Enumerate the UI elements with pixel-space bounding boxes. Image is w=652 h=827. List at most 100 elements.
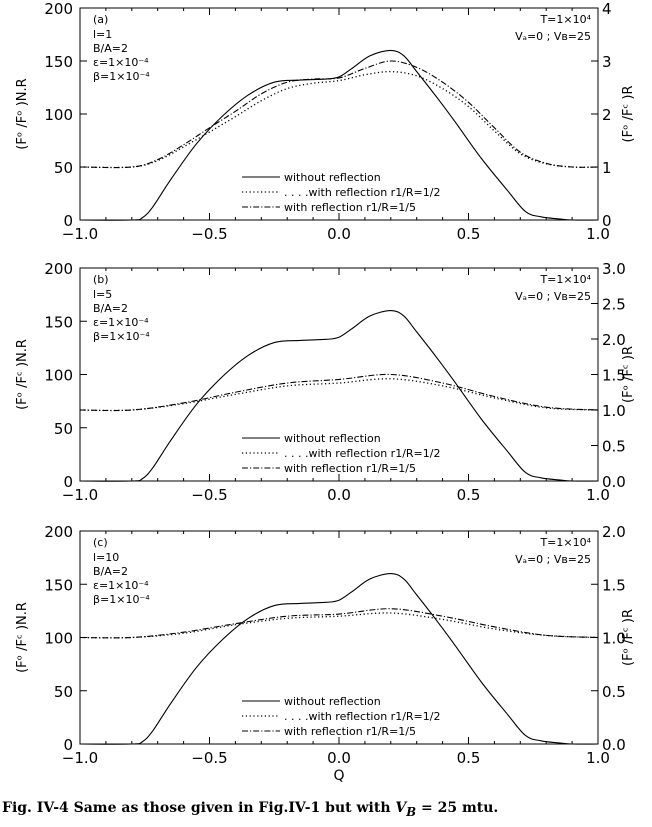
panel-label: (c) (93, 536, 108, 549)
y-left-tick-label: 100 (44, 367, 73, 385)
y-right-tick-label: 0.5 (602, 438, 626, 456)
y-left-tick-label: 200 (44, 0, 73, 18)
panel-param: l=5 (93, 288, 112, 301)
y-left-tick-label: 50 (54, 420, 73, 438)
y-right-tick-label: 1.0 (602, 402, 626, 420)
panel-param: B/A=2 (93, 565, 128, 578)
y-left-tick-label: 200 (44, 523, 73, 541)
caption-prefix: Fig. IV-4 Same as those given in Fig.IV-… (2, 800, 396, 816)
caption-suffix: = 25 mtu. (416, 800, 499, 816)
y-right-tick-label: 0.0 (602, 736, 626, 754)
y-right-tick-label: 4 (602, 0, 612, 18)
legend-label: without reflection (284, 695, 381, 708)
y-right-tick-label: 2 (602, 106, 612, 124)
legend-label: without reflection (284, 171, 381, 184)
y-left-tick-label: 150 (44, 53, 73, 71)
legend-label: . . . .with reflection r1/R=1/2 (284, 186, 440, 199)
x-tick-label: −1.0 (62, 749, 98, 767)
y-right-axis-label: (Fᵒ /Fᶜ )R (621, 346, 636, 403)
y-right-tick-label: 1.0 (602, 630, 626, 648)
x-tick-label: −1.0 (62, 225, 98, 243)
y-left-tick-label: 100 (44, 106, 73, 124)
panel-param: ε=1×10⁻⁴ (93, 316, 149, 329)
y-left-tick-label: 50 (54, 159, 73, 177)
panel-param-right: T=1×10⁴ (539, 536, 591, 549)
y-right-tick-label: 0 (602, 212, 612, 230)
panel-param-right: Vₐ=0 ; Vʙ=25 (515, 553, 591, 566)
series-line (79, 70, 599, 169)
caption-math-sub: B (406, 804, 417, 819)
series-line (79, 60, 599, 169)
x-tick-label: 0.0 (327, 486, 351, 504)
series-line (79, 378, 599, 412)
panel-param: l=1 (93, 28, 112, 41)
panel-param: ε=1×10⁻⁴ (93, 56, 149, 69)
legend-label: with reflection r1/R=1/5 (284, 201, 416, 214)
y-right-tick-label: 3.0 (602, 260, 626, 278)
panel-param-right: Vₐ=0 ; Vʙ=25 (515, 30, 591, 43)
x-axis-label: Q (333, 768, 344, 784)
series-line (79, 608, 599, 639)
panel-param: β=1×10⁻⁴ (93, 330, 150, 343)
series-line (79, 310, 599, 482)
legend-label: without reflection (284, 432, 381, 445)
panel-param: l=10 (93, 551, 119, 564)
legend-label: with reflection r1/R=1/5 (284, 725, 416, 738)
y-left-axis-label: (Fᵒ /Fᵒ )N.R (15, 78, 30, 149)
figure-caption: Fig. IV-4 Same as those given in Fig.IV-… (2, 800, 650, 819)
x-tick-label: −1.0 (62, 486, 98, 504)
panel-param: B/A=2 (93, 302, 128, 315)
y-right-tick-label: 1 (602, 159, 612, 177)
panel-param-right: T=1×10⁴ (539, 273, 591, 286)
y-left-axis-label: (Fᵒ /Fᶜ )N.R (15, 602, 30, 673)
x-tick-label: 0.5 (457, 486, 481, 504)
y-right-axis-label: (Fᵒ /Fᶜ )R (621, 86, 636, 143)
y-right-tick-label: 0.5 (602, 683, 626, 701)
x-tick-label: 0.0 (327, 225, 351, 243)
y-right-tick-label: 2.5 (602, 296, 626, 314)
y-left-tick-label: 0 (63, 212, 73, 230)
panel-param: B/A=2 (93, 42, 128, 55)
panel-param: β=1×10⁻⁴ (93, 70, 150, 83)
chart-panel: −1.0 −0.5 0.0 0.5 1.0 0 50 100 150 200 0.0 0.5 1.0 1.… (15, 523, 636, 784)
caption-math: V (395, 800, 407, 816)
y-left-tick-label: 150 (44, 576, 73, 594)
x-tick-label: 0.5 (457, 225, 481, 243)
y-left-tick-label: 0 (63, 473, 73, 491)
y-right-tick-label: 3 (602, 53, 612, 71)
legend-label: . . . .with reflection r1/R=1/2 (284, 447, 440, 460)
y-left-tick-label: 0 (63, 736, 73, 754)
panel-label: (a) (93, 13, 108, 26)
y-right-tick-label: 1.5 (602, 576, 626, 594)
panel-param-right: Vₐ=0 ; Vʙ=25 (515, 290, 591, 303)
chart-panel: −1.0 −0.5 0.0 0.5 1.0 0 50 100 150 200 0.0 0.5 1.0 1.… (15, 260, 636, 504)
y-left-tick-label: 100 (44, 630, 73, 648)
panel-param: β=1×10⁻⁴ (93, 593, 150, 606)
y-right-tick-label: 2.0 (602, 331, 626, 349)
y-right-tick-label: 1.5 (602, 367, 626, 385)
panel-param: ε=1×10⁻⁴ (93, 579, 149, 592)
series-line (79, 612, 599, 639)
series-line (79, 373, 599, 412)
series-line (79, 49, 599, 221)
y-left-tick-label: 50 (54, 683, 73, 701)
x-tick-label: 1.0 (586, 749, 610, 767)
x-tick-label: 1.0 (586, 225, 610, 243)
x-tick-label: −0.5 (191, 749, 227, 767)
panel-param-right: T=1×10⁴ (539, 13, 591, 26)
legend-label: with reflection r1/R=1/5 (284, 462, 416, 475)
y-left-tick-label: 200 (44, 260, 73, 278)
x-tick-label: 0.0 (327, 749, 351, 767)
x-tick-label: 1.0 (586, 486, 610, 504)
y-right-axis-label: (Fᵒ /Fᶜ )R (621, 609, 636, 666)
y-right-tick-label: 0.0 (602, 473, 626, 491)
y-left-tick-label: 150 (44, 313, 73, 331)
x-tick-label: 0.5 (457, 749, 481, 767)
series-line (79, 573, 599, 745)
x-tick-label: −0.5 (191, 225, 227, 243)
y-left-axis-label: (Fᵒ /Fᶜ )N.R (15, 339, 30, 410)
panel-label: (b) (93, 273, 109, 286)
x-tick-label: −0.5 (191, 486, 227, 504)
